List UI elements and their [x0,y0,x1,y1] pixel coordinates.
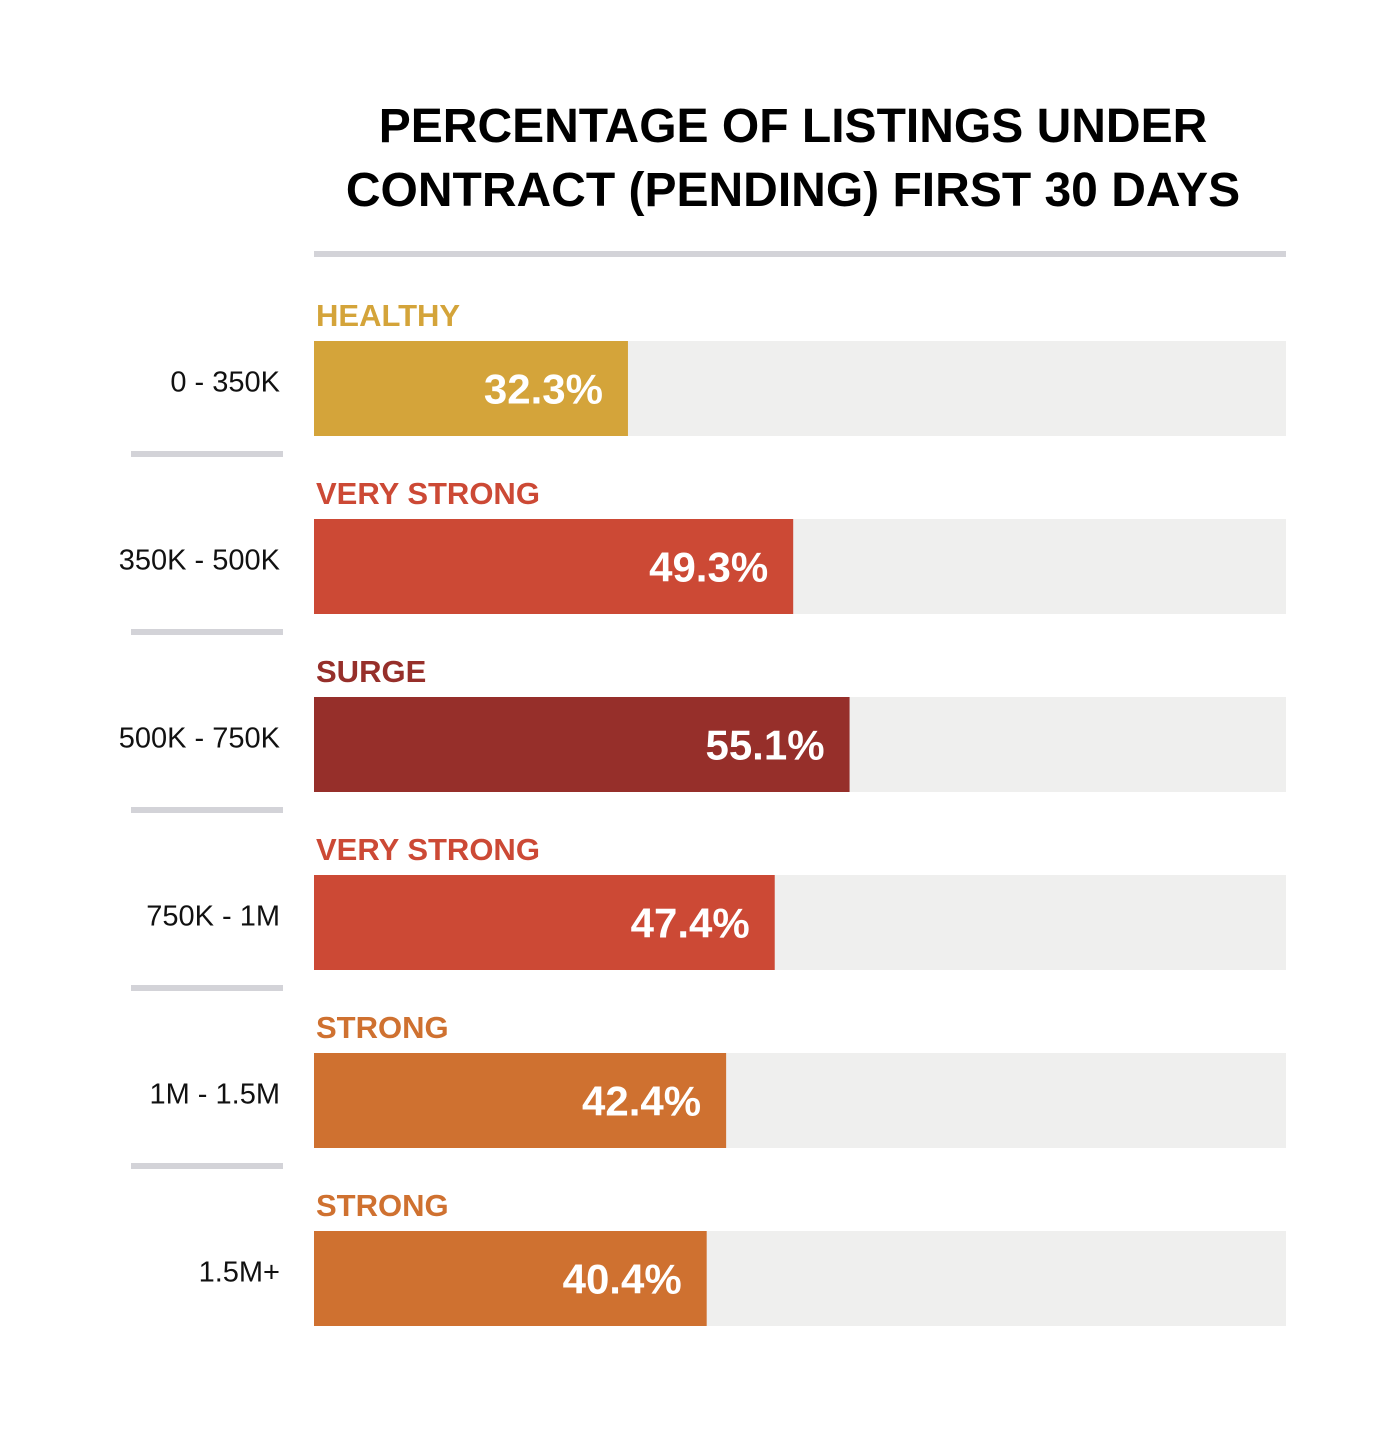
status-label: STRONG [316,1188,449,1223]
value-label: 40.4% [563,1256,682,1303]
category-label: 500K - 750K [119,723,281,755]
bar-rows: HEALTHY 32.3% 0 - 350K VERY STRONG 49.3% 350K… [119,298,1286,1326]
title-divider [314,251,1286,257]
status-label: STRONG [316,1010,449,1045]
category-label: 1M - 1.5M [149,1079,280,1111]
chart-title: PERCENTAGE OF LISTINGS UNDER CONTRACT (P… [346,100,1240,217]
bar [314,1053,727,1148]
bar [314,341,628,436]
row-separator [131,985,283,991]
row-separator [131,807,283,813]
status-label: VERY STRONG [316,832,540,867]
bar [314,697,850,792]
value-label: 42.4% [582,1078,701,1125]
value-label: 55.1% [705,722,824,769]
status-label: HEALTHY [316,298,460,333]
bar [314,519,794,614]
category-label: 750K - 1M [146,901,280,933]
value-label: 49.3% [649,544,768,591]
category-label: 350K - 500K [119,545,281,577]
status-label: SURGE [316,654,426,689]
value-label: 32.3% [484,366,603,413]
status-label: VERY STRONG [316,476,540,511]
chart-title-line-1: PERCENTAGE OF LISTINGS UNDER [379,100,1208,153]
category-label: 1.5M+ [199,1257,280,1289]
row-separator [131,1163,283,1169]
value-label: 47.4% [631,900,750,947]
chart-title-line-2: CONTRACT (PENDING) FIRST 30 DAYS [346,164,1240,217]
row-separator [131,629,283,635]
bar [314,1231,707,1326]
bar [314,875,775,970]
row-separator [131,451,283,457]
category-label: 0 - 350K [170,367,280,399]
